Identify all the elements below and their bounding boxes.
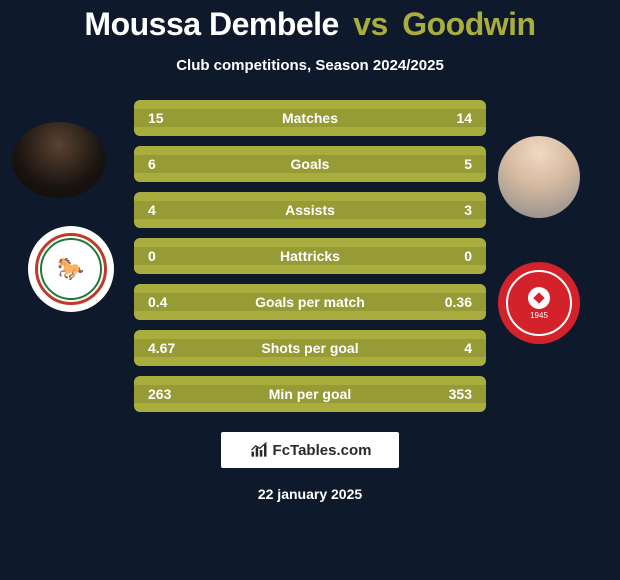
stat-label: Min per goal [196, 386, 424, 402]
stat-row: 0 Hattricks 0 [134, 238, 486, 274]
stat-right-value: 0.36 [424, 294, 472, 310]
page-title: Moussa Dembele vs Goodwin [84, 6, 535, 43]
stat-left-value: 4 [148, 202, 196, 218]
stat-left-value: 15 [148, 110, 196, 126]
stat-row: 6 Goals 5 [134, 146, 486, 182]
stat-label: Matches [196, 110, 424, 126]
stat-right-value: 3 [424, 202, 472, 218]
chart-icon [249, 440, 269, 460]
stat-right-value: 353 [424, 386, 472, 402]
stat-row: 15 Matches 14 [134, 100, 486, 136]
stat-row: 4 Assists 3 [134, 192, 486, 228]
stat-label: Shots per goal [196, 340, 424, 356]
date-label: 22 january 2025 [258, 486, 362, 502]
stat-right-value: 5 [424, 156, 472, 172]
stat-left-value: 4.67 [148, 340, 196, 356]
stat-label: Goals [196, 156, 424, 172]
stat-right-value: 4 [424, 340, 472, 356]
stat-right-value: 14 [424, 110, 472, 126]
stat-left-value: 0 [148, 248, 196, 264]
stat-label: Assists [196, 202, 424, 218]
subtitle: Club competitions, Season 2024/2025 [176, 57, 444, 74]
brand-name: FcTables.com [273, 442, 372, 459]
stat-label: Hattricks [196, 248, 424, 264]
stat-label: Goals per match [196, 294, 424, 310]
player2-name: Goodwin [402, 6, 535, 42]
stats-table: 15 Matches 14 6 Goals 5 4 Assists 3 0 Ha… [0, 100, 620, 412]
stat-left-value: 0.4 [148, 294, 196, 310]
stat-row: 263 Min per goal 353 [134, 376, 486, 412]
vs-separator: vs [353, 6, 388, 42]
stat-row: 0.4 Goals per match 0.36 [134, 284, 486, 320]
player1-name: Moussa Dembele [84, 6, 338, 42]
stat-left-value: 6 [148, 156, 196, 172]
stat-left-value: 263 [148, 386, 196, 402]
stat-row: 4.67 Shots per goal 4 [134, 330, 486, 366]
brand-badge: FcTables.com [221, 432, 399, 468]
stat-right-value: 0 [424, 248, 472, 264]
